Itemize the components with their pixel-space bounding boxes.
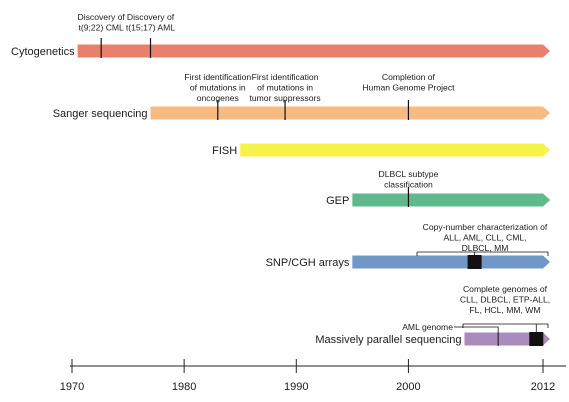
event-text-massively-parallel-sequencing-1-line: CLL, DLBCL, ETP-ALL, [460,295,550,305]
row-label-fish: FISH [212,145,237,157]
event-text-cytogenetics-1-line: t(15;17) AML [126,23,175,33]
event-marker-snp-cgh-arrays-0 [467,255,482,269]
event-text-gep-0-line: classification [384,180,433,190]
event-text-snp-cgh-arrays-0-line: ALL, AML, CLL, CML, [443,233,526,243]
event-text-sanger-sequencing-1-line: of mutations in [257,83,313,93]
bar-cytogenetics [77,44,550,58]
event-bracket-massively-parallel-sequencing [462,323,549,332]
row-label-snp-cgh-arrays: SNP/CGH arrays [266,257,350,269]
event-text-sanger-sequencing-0-line: oncogenes [197,93,239,103]
axis-tick-label-1980: 1980 [172,381,196,393]
axis-tick-label-2012: 2012 [531,381,555,393]
event-text-sanger-sequencing-2-line: Completion of [382,72,436,82]
row-label-gep: GEP [326,195,349,207]
bar-snp-cgh-arrays [352,255,550,269]
event-text-cytogenetics-1: Discovery of t(15;17) AML [126,12,175,33]
event-text-massively-parallel-sequencing-0: AML genome [402,322,453,332]
event-text-massively-parallel-sequencing-1: Complete genomes of CLL, DLBCL, ETP-ALL, F… [460,284,550,315]
bar-sanger-sequencing [150,106,550,120]
event-text-snp-cgh-arrays-0-line: Copy-number characterization of [423,222,548,232]
event-text-gep-0: DLBCL subtype classification [378,169,438,190]
event-text-snp-cgh-arrays-0: Copy-number characterization of ALL, AML,… [423,222,548,253]
event-text-massively-parallel-sequencing-0-line: AML genome [402,322,453,332]
event-text-cytogenetics-0-line: t(9;22) CML [78,23,124,33]
bar-massively-parallel-sequencing [464,332,550,346]
event-text-sanger-sequencing-0: First identification of mutations in oncog… [184,72,251,103]
bar-fish [240,143,550,157]
event-bracket-snp-cgh-arrays [416,251,549,256]
event-text-sanger-sequencing-0-line: of mutations in [190,83,246,93]
event-text-cytogenetics-0-line: Discovery of [78,12,126,22]
axis-tick-label-2000: 2000 [396,381,420,393]
row-label-cytogenetics: Cytogenetics [11,46,75,58]
event-leader-massively-parallel-sequencing-0 [454,326,499,332]
event-marker-massively-parallel-sequencing-1 [529,332,544,346]
event-text-massively-parallel-sequencing-1-line: FL, HCL, MM, WM [469,305,540,315]
axis-tick-label-1970: 1970 [60,381,84,393]
event-text-gep-0-line: DLBCL subtype [378,169,438,179]
event-text-cytogenetics-0: Discovery of t(9;22) CML [78,12,126,33]
row-label-sanger-sequencing: Sanger sequencing [53,108,148,120]
event-text-sanger-sequencing-1-line: First identification [252,72,319,82]
axis-tick-label-1990: 1990 [284,381,308,393]
event-text-sanger-sequencing-1: First identification of mutations in tumor… [249,72,320,103]
event-text-sanger-sequencing-2-line: Human Genome Project [362,83,455,93]
event-text-sanger-sequencing-1-line: tumor suppressors [249,93,320,103]
event-text-cytogenetics-1-line: Discovery of [127,12,175,22]
event-text-sanger-sequencing-2: Completion of Human Genome Project [362,72,455,93]
event-text-massively-parallel-sequencing-1-line: Complete genomes of [463,284,548,294]
event-text-sanger-sequencing-0-line: First identification [184,72,251,82]
event-text-snp-cgh-arrays-0-line: DLBCL, MM [462,243,509,253]
row-label-massively-parallel-sequencing: Massively parallel sequencing [315,334,461,346]
bar-gep [352,193,550,207]
